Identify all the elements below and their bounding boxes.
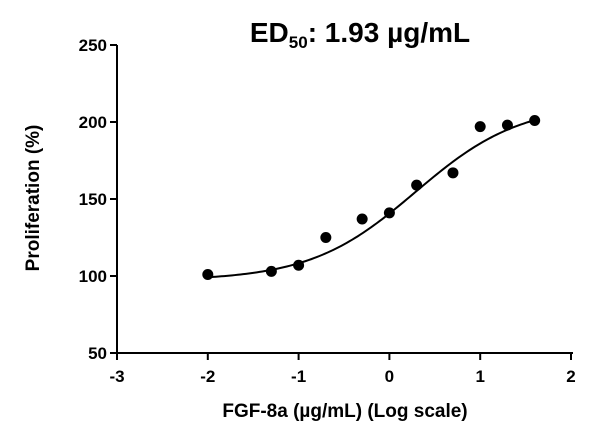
chart-title: ED50: 1.93 µg/mL [250, 17, 470, 52]
y-tick-label: 100 [79, 267, 107, 286]
data-point [356, 213, 368, 225]
x-tick-label: 1 [475, 367, 484, 386]
x-axis-ticks: -3 -2 -1 0 1 2 [109, 353, 576, 386]
x-tick-label: 0 [385, 367, 394, 386]
data-point [529, 114, 541, 126]
y-tick-label: 150 [79, 190, 107, 209]
y-axis-title: Proliferation (%) [23, 125, 44, 272]
y-tick-label: 250 [79, 36, 107, 55]
x-tick-label: -2 [200, 367, 215, 386]
x-tick-label: -3 [109, 367, 124, 386]
data-point [265, 265, 277, 277]
data-point [411, 179, 423, 191]
data-point [383, 207, 395, 219]
title-prefix: ED [250, 17, 289, 48]
title-subscript: 50 [289, 33, 308, 52]
y-axis-ticks: 50 100 150 200 250 [79, 36, 117, 363]
x-tick-label: 2 [566, 367, 575, 386]
data-point [202, 268, 214, 280]
x-axis-title: FGF-8a (µg/mL) (Log scale) [222, 401, 467, 422]
data-point [320, 232, 332, 243]
data-point [293, 259, 305, 271]
data-point [501, 119, 513, 131]
data-points [202, 114, 541, 280]
data-point [447, 167, 459, 179]
title-suffix: : 1.93 µg/mL [308, 17, 470, 48]
y-tick-label: 200 [79, 113, 107, 132]
fit-curve [207, 119, 535, 279]
data-point [474, 121, 486, 133]
y-tick-label: 50 [88, 344, 107, 363]
x-tick-label: -1 [291, 367, 306, 386]
